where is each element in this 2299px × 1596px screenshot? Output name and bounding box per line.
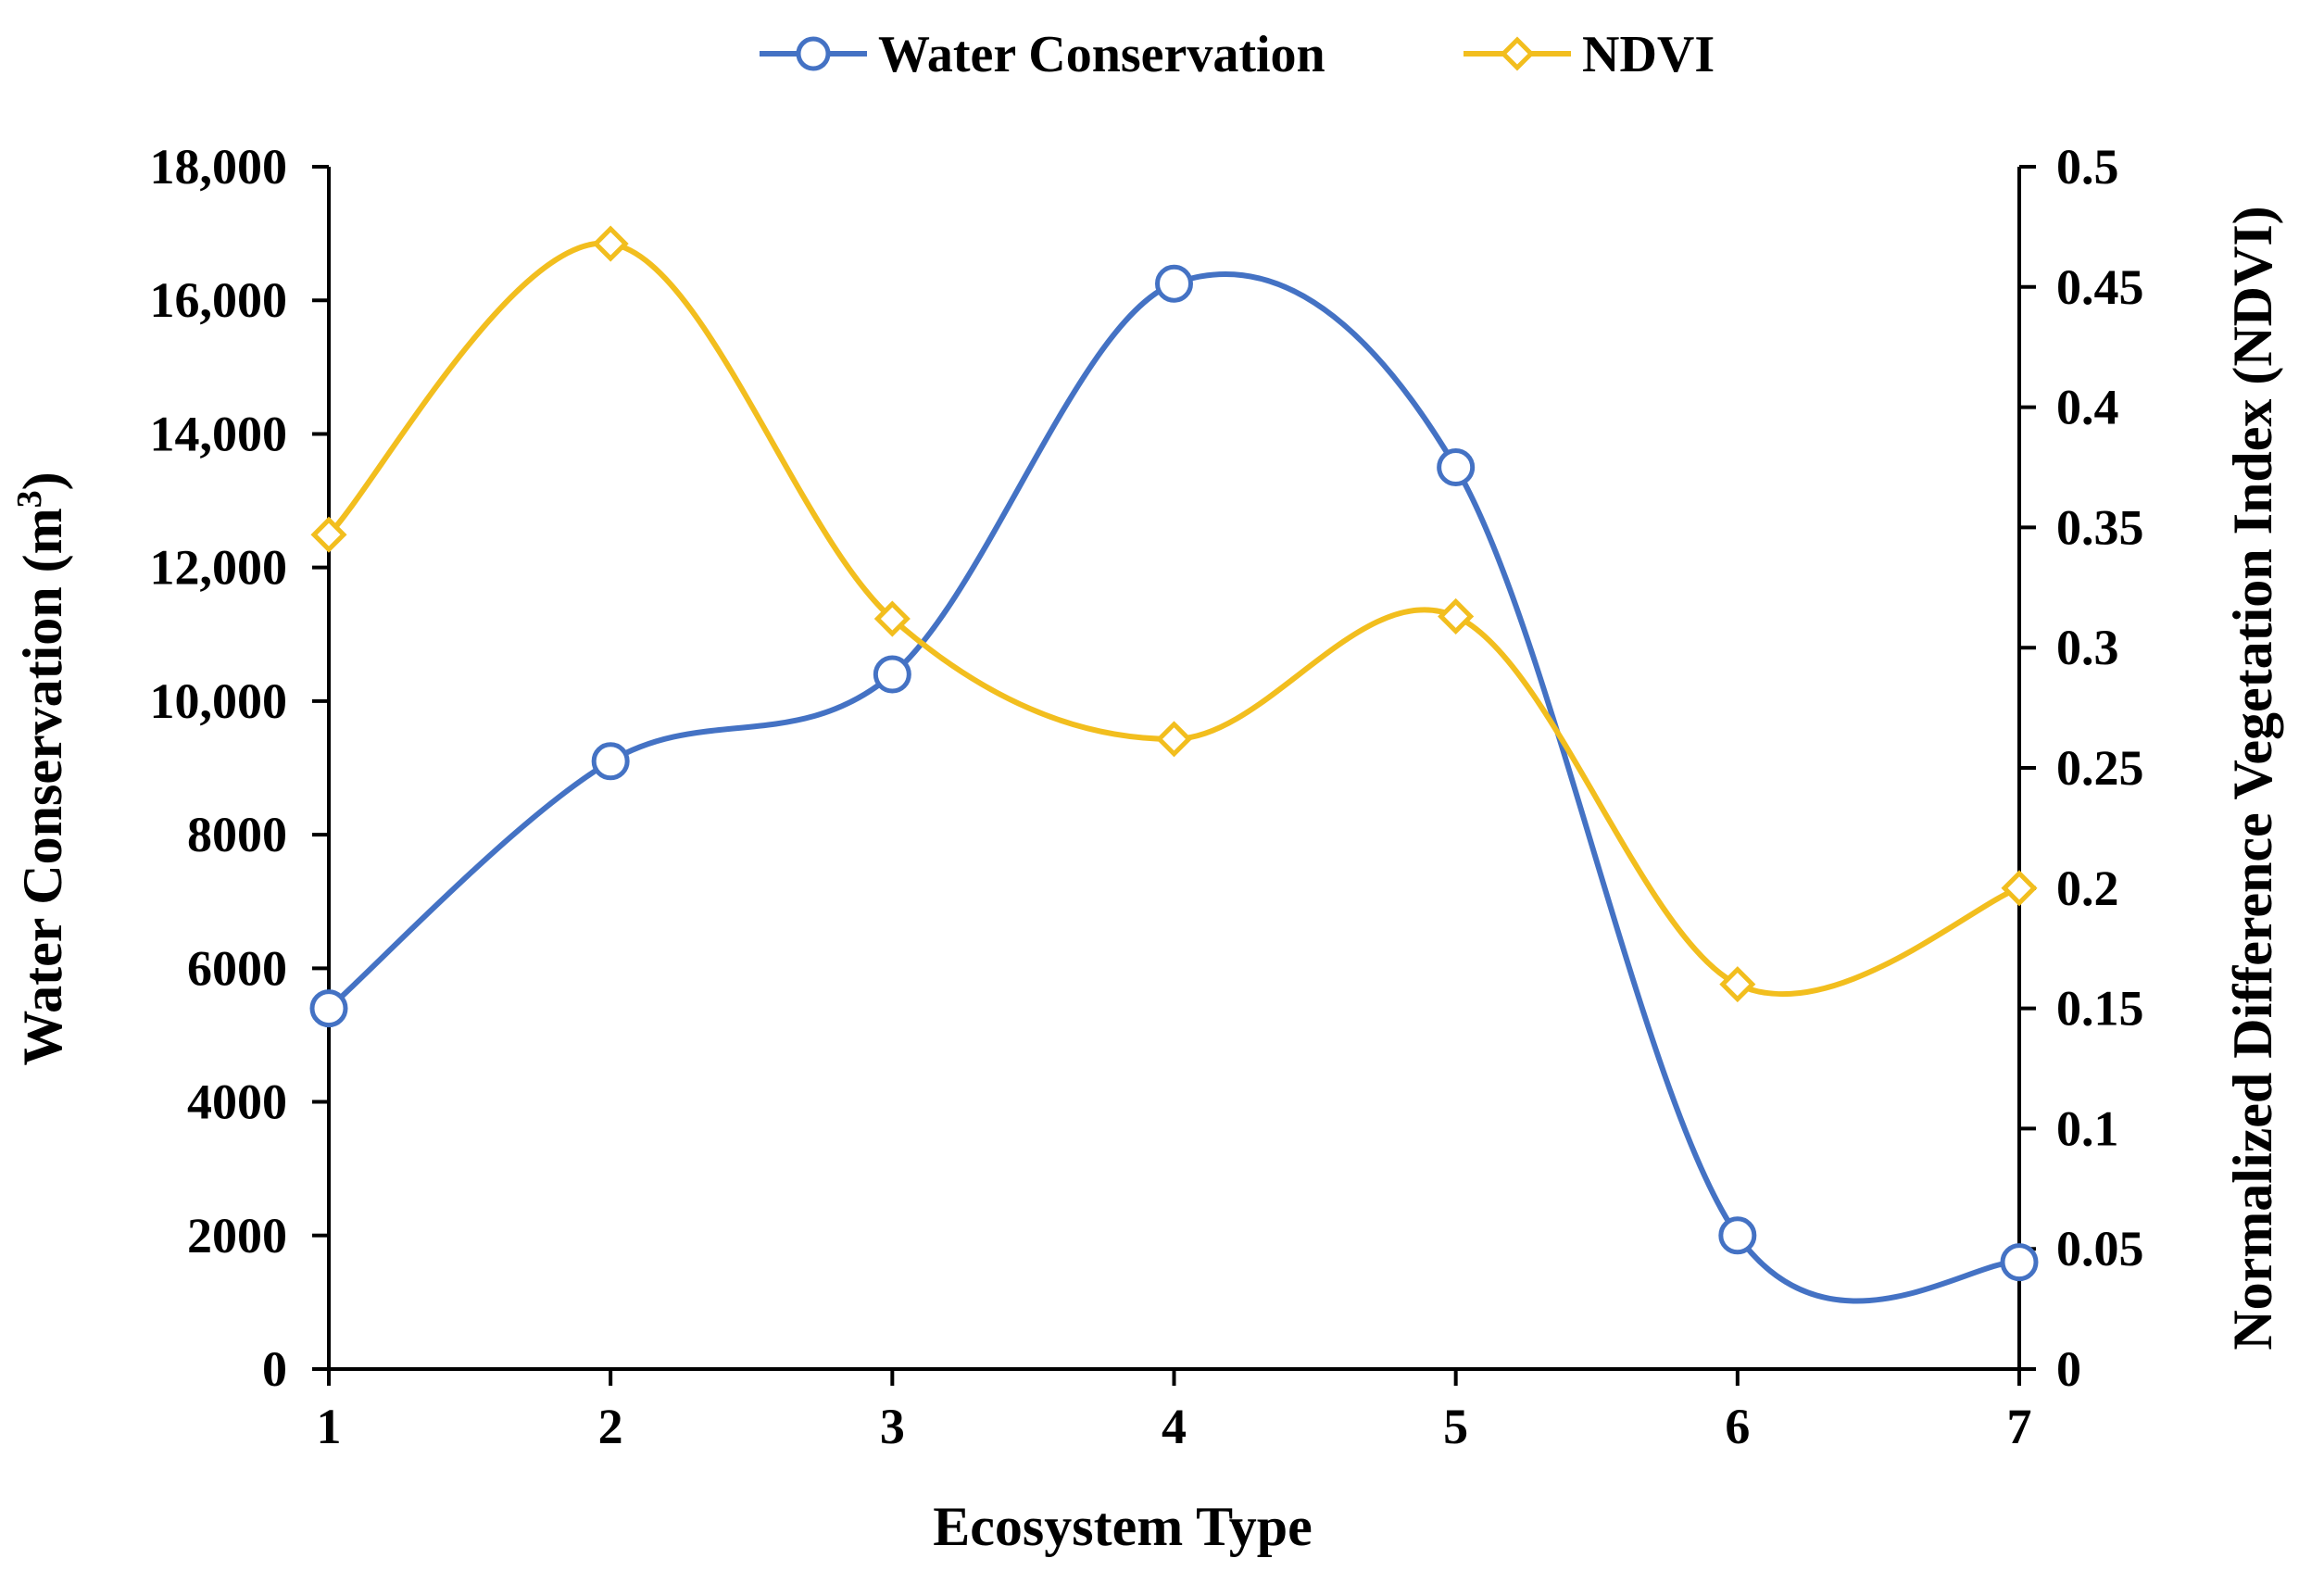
water-conservation-point: [873, 655, 911, 694]
right-y-tick-label: 0.4: [2056, 380, 2119, 435]
right-y-tick-label: 0.15: [2056, 981, 2144, 1037]
left-y-axis-title-sup: 3: [10, 490, 49, 508]
right-y-tick-label: 0.2: [2056, 861, 2119, 916]
legend-water-conservation-marker: [796, 36, 831, 71]
ndvi-point: [1719, 966, 1756, 1003]
left-y-tick-label: 14,000: [150, 406, 288, 461]
x-tick-label: 1: [317, 1399, 342, 1454]
ticks: 1 2 3 4 5 6 70200040006000800010,00012,00014,0…: [150, 139, 2144, 1454]
left-y-tick-label: 12,000: [150, 540, 288, 596]
x-tick-label: 2: [598, 1399, 623, 1454]
ndvi-point: [1155, 721, 1193, 758]
right-y-tick-label: 0.05: [2056, 1221, 2144, 1276]
axes: [327, 167, 2021, 1371]
right-y-axis-title: Normalized Difference Vegetation Index (…: [2222, 206, 2283, 1350]
left-y-tick-label: 2000: [187, 1208, 287, 1263]
x-tick-label: 3: [880, 1399, 905, 1454]
x-tick-label: 7: [2007, 1399, 2032, 1454]
right-y-tick-label: 0.35: [2056, 499, 2144, 555]
right-y-tick-label: 0: [2056, 1341, 2081, 1397]
x-tick-label: 5: [1443, 1399, 1468, 1454]
left-y-tick-label: 18,000: [150, 139, 288, 195]
legend-ndvi-label: NDVI: [1582, 26, 1715, 83]
ndvi-point: [592, 225, 629, 262]
x-tick-label: 6: [1725, 1399, 1750, 1454]
water-conservation-point: [1718, 1216, 1757, 1255]
left-y-tick-label: 6000: [187, 940, 287, 996]
series-group: [309, 225, 2039, 1282]
plot-lines: [326, 240, 2020, 1304]
water-conservation-point: [1155, 264, 1193, 303]
ndvi-point: [2001, 870, 2038, 907]
ndvi-point: [310, 516, 347, 553]
water-conservation-point: [1437, 448, 1476, 486]
right-y-tick-label: 0.25: [2056, 740, 2144, 796]
water-conservation-point: [591, 742, 630, 781]
left-y-tick-label: 8000: [187, 807, 287, 862]
right-y-tick-label: 0.5: [2056, 139, 2119, 195]
legend: Water Conservation NDVI: [760, 26, 1715, 83]
left-y-tick-label: 10,000: [150, 673, 288, 729]
legend-water-conservation-label: Water Conservation: [878, 26, 1325, 83]
left-y-axis-title: Water Conservation (m3): [10, 471, 73, 1065]
water-conservation-point: [309, 989, 348, 1028]
legend-ndvi-marker: [1500, 36, 1535, 71]
right-y-tick-label: 0.45: [2056, 259, 2144, 315]
water-conservation-line: [327, 270, 2020, 1304]
x-tick-label: 4: [1162, 1399, 1187, 1454]
left-y-axis-title-close: ): [12, 471, 73, 490]
water-conservation-point: [2000, 1243, 2039, 1282]
x-axis-title: Ecosystem Type: [933, 1496, 1312, 1557]
ndvi-point: [1438, 597, 1475, 635]
right-y-tick-label: 0.3: [2056, 620, 2119, 675]
left-y-tick-label: 16,000: [150, 272, 288, 328]
left-y-tick-label: 4000: [187, 1074, 287, 1130]
right-y-tick-label: 0.1: [2056, 1100, 2119, 1156]
left-y-axis-title-main: Water Conservation (m: [12, 508, 73, 1065]
ndvi-point: [873, 600, 911, 637]
ndvi-line: [326, 240, 2020, 998]
left-y-tick-label: 0: [262, 1341, 287, 1397]
